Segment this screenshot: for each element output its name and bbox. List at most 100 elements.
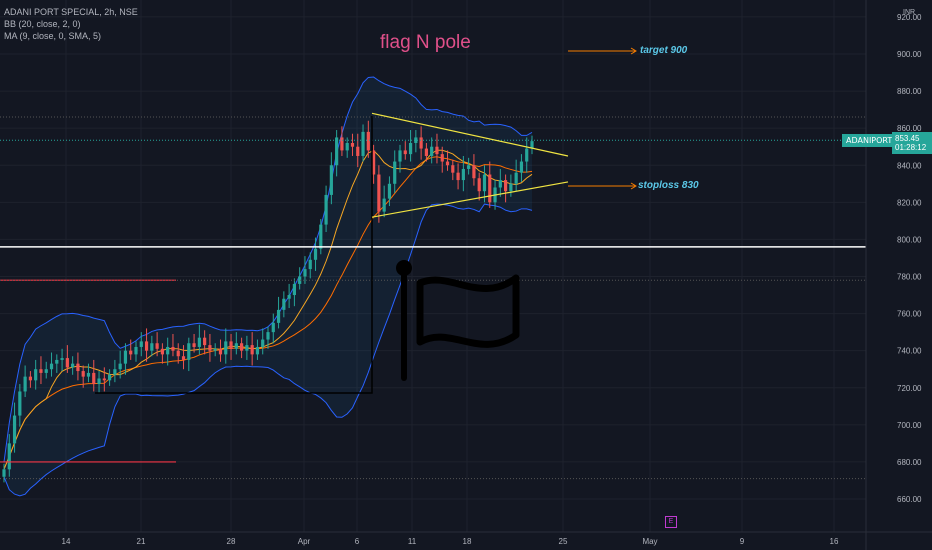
candle-body (519, 161, 524, 173)
candle-body (18, 391, 22, 416)
price-tick-label: 920.00 (897, 13, 922, 22)
price-tick-label: 760.00 (897, 310, 922, 319)
candle-body (139, 341, 143, 347)
candle-body (171, 346, 175, 351)
candle-body (504, 180, 508, 192)
candle-body (39, 369, 43, 373)
time-axis[interactable]: 14 21 28 Apr 6 11 18 25 May 9 16 (0, 531, 932, 546)
candle-body (240, 343, 244, 351)
candle-body (7, 443, 11, 470)
price-badge: 853.45 01:28:12 (892, 132, 932, 154)
annotation-title[interactable]: flag N pole (380, 32, 471, 53)
candle-body (488, 174, 492, 203)
target-arrow-head (630, 47, 637, 55)
time-tick-label: May (642, 537, 657, 546)
candles[interactable] (2, 120, 534, 483)
candle-body (166, 346, 170, 355)
candle-body (393, 161, 397, 184)
candle-body (335, 137, 339, 166)
candle-body (113, 369, 117, 375)
candle-body (224, 341, 228, 355)
chart-legend: ADANI PORT SPECIAL, 2h, NSE BB (20, clos… (4, 6, 138, 42)
candle-body (218, 348, 223, 355)
candle-body (424, 148, 428, 156)
candle-body (203, 337, 207, 346)
candle-body (81, 371, 85, 377)
candle-body (356, 146, 360, 156)
candle-body (192, 343, 196, 347)
ma-indicator-label[interactable]: MA (9, close, 0, SMA, 5) (4, 31, 102, 41)
time-tick-label: 28 (227, 537, 236, 546)
price-tick-label: 700.00 (897, 421, 922, 430)
price-tick-label: 840.00 (897, 161, 922, 170)
price-tick-label: 660.00 (897, 495, 922, 504)
bar-countdown: 01:28:12 (895, 143, 927, 152)
symbol-label[interactable]: ADANI PORT SPECIAL, 2h, NSE (4, 7, 138, 17)
candle-body (155, 343, 159, 349)
candle-body (250, 345, 254, 355)
price-tick-label: 780.00 (897, 273, 922, 282)
candle-body (28, 376, 32, 381)
price-tick-label: 860.00 (897, 124, 922, 133)
flag-icon (416, 274, 520, 348)
candle-body (44, 369, 48, 373)
stoploss-arrow-head (630, 182, 637, 190)
candle-body (298, 276, 302, 284)
time-tick-label: 18 (463, 537, 472, 546)
candle-body (372, 150, 376, 175)
pole-outline (95, 116, 373, 394)
price-tick-label: 720.00 (897, 384, 922, 393)
candle-body (76, 363, 80, 372)
lower-trendline (371, 181, 569, 218)
time-tick-label: 21 (137, 537, 146, 546)
earnings-badge[interactable]: E (665, 516, 677, 528)
candle-body (419, 137, 423, 149)
candle-body (414, 137, 418, 143)
annotation-target[interactable]: target 900 (640, 45, 688, 56)
candle-body (382, 198, 386, 212)
candle-body (440, 154, 444, 162)
candle-body (102, 378, 106, 381)
candle-body (461, 168, 465, 181)
bb-indicator-label[interactable]: BB (20, close, 2, 0) (4, 19, 81, 29)
candle-body (287, 295, 291, 299)
candle-body (261, 339, 265, 347)
time-tick-label: 9 (740, 537, 745, 546)
candle-body (525, 148, 529, 162)
price-tick-label: 900.00 (897, 50, 922, 59)
price-tick-label: 880.00 (897, 87, 922, 96)
candle-body (477, 178, 481, 192)
candle-body (408, 143, 413, 155)
price-axis[interactable]: 920.00 900.00 880.00 860.00 840.00 820.00 800.… (865, 0, 922, 550)
ticker-badge: ADANIPORTS (842, 134, 902, 147)
time-tick-label: Apr (298, 537, 311, 546)
candle-body (255, 346, 260, 355)
candle-body (482, 174, 487, 192)
candle-body (308, 259, 312, 270)
candle-body (324, 194, 328, 225)
candle-body (498, 180, 502, 188)
candle-body (129, 350, 133, 355)
candle-body (266, 332, 270, 340)
candle-body (187, 343, 191, 360)
candle-body (86, 372, 91, 377)
price-tick-label: 800.00 (897, 235, 922, 244)
candle-body (12, 415, 17, 444)
candle-body (456, 172, 460, 181)
candle-body (176, 350, 180, 357)
candle-body (361, 131, 365, 156)
candle-body (108, 374, 112, 381)
price-tick-label: 740.00 (897, 347, 922, 356)
candle-body (150, 343, 154, 351)
annotation-stoploss[interactable]: stoploss 830 (638, 180, 699, 191)
candle-body (92, 372, 96, 385)
upper-trendline (371, 112, 569, 157)
candle-body (49, 363, 54, 370)
candle-body (329, 165, 333, 195)
drawings[interactable] (95, 47, 637, 394)
candle-body (34, 369, 38, 381)
candle-body (451, 165, 455, 173)
candle-body (23, 376, 27, 392)
